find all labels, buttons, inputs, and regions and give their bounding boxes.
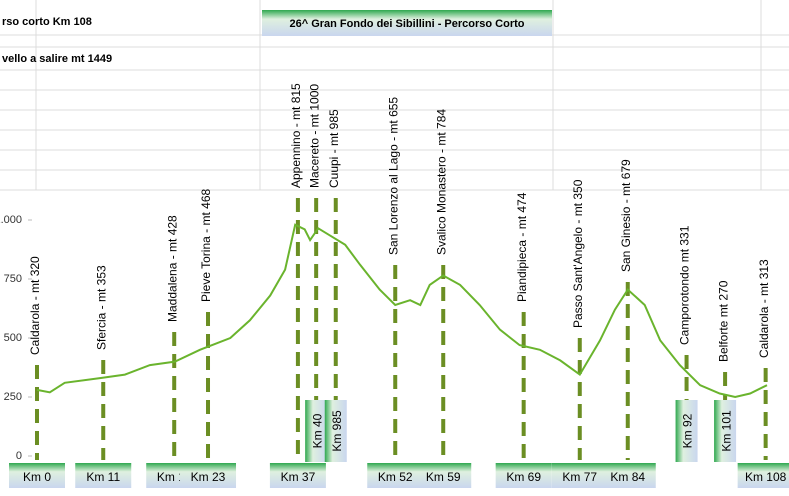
km-label: Km 84 (610, 470, 645, 484)
km-label: Km 985 (330, 410, 344, 452)
km-box (675, 400, 698, 462)
km-label: Km 108 (745, 470, 787, 484)
km-label: Km 101 (719, 410, 733, 452)
waypoint-label: Belforte mt 270 (716, 280, 730, 362)
y-tick-label: 1.000 (0, 214, 22, 226)
waypoint-label: Svalico Monastero - mt 784 (434, 109, 448, 255)
km-box (551, 463, 608, 488)
km-box (305, 400, 328, 462)
km-box (714, 400, 737, 462)
km-label: Km 23 (191, 470, 226, 484)
header-subtitle: vello a salire mt 1449 (2, 53, 112, 65)
km-label: Km 59 (426, 470, 461, 484)
km-label: Km 52 (378, 470, 413, 484)
waypoint-label: Passo Sant'Angelo - mt 350 (571, 179, 585, 328)
waypoint-label: Cuupi - mt 985 (327, 109, 341, 188)
km-box (269, 463, 326, 488)
waypoint-label: Caldarola - mt 313 (757, 259, 771, 358)
km-label: Km 69 (506, 470, 541, 484)
km-label: Km 40 (310, 413, 324, 448)
y-tick-label: 250 (4, 391, 22, 403)
km-box (737, 463, 789, 488)
y-tick-label: 0 (16, 450, 22, 462)
header-title: rso corto Km 108 (2, 16, 92, 28)
km-label: Km 0 (23, 470, 51, 484)
y-tick-label: 750 (4, 273, 22, 285)
cells (0, 0, 789, 191)
waypoint-label: Appennino - mt 815 (289, 83, 303, 188)
chart-title: 26^ Gran Fondo dei Sibillini - Percorso … (289, 18, 524, 30)
y-tick-label: 500 (4, 332, 22, 344)
km-box (415, 463, 472, 488)
waypoint-label: Maddalena - mt 428 (165, 215, 179, 322)
km-label: Km 11 (86, 470, 120, 484)
waypoint-label: San Ginesio - mt 679 (619, 159, 633, 272)
km-box (495, 463, 552, 488)
km-box (324, 400, 347, 462)
km-box (75, 463, 132, 488)
profile-line (36, 223, 768, 399)
waypoint-label: Camporotondo mt 331 (678, 225, 692, 345)
km-box (599, 463, 656, 488)
waypoint-label: Caldarola - mt 320 (28, 256, 42, 355)
waypoint-label: Macereto - mt 1000 (307, 84, 321, 188)
waypoint-label: Sfercia - mt 353 (94, 265, 108, 350)
waypoint-label: Pieve Torina - mt 468 (199, 189, 213, 302)
km-label: Km 77 (562, 470, 597, 484)
km-box (9, 463, 65, 488)
km-label: Km 92 (681, 413, 695, 448)
km-box (367, 463, 424, 488)
title-box (262, 10, 552, 36)
waypoint-label: San Lorenzo al Lago - mt 655 (386, 97, 400, 255)
km-label: Km 37 (281, 470, 316, 484)
waypoint-label: Piandipieca - mt 474 (515, 192, 529, 302)
km-box (180, 463, 237, 488)
